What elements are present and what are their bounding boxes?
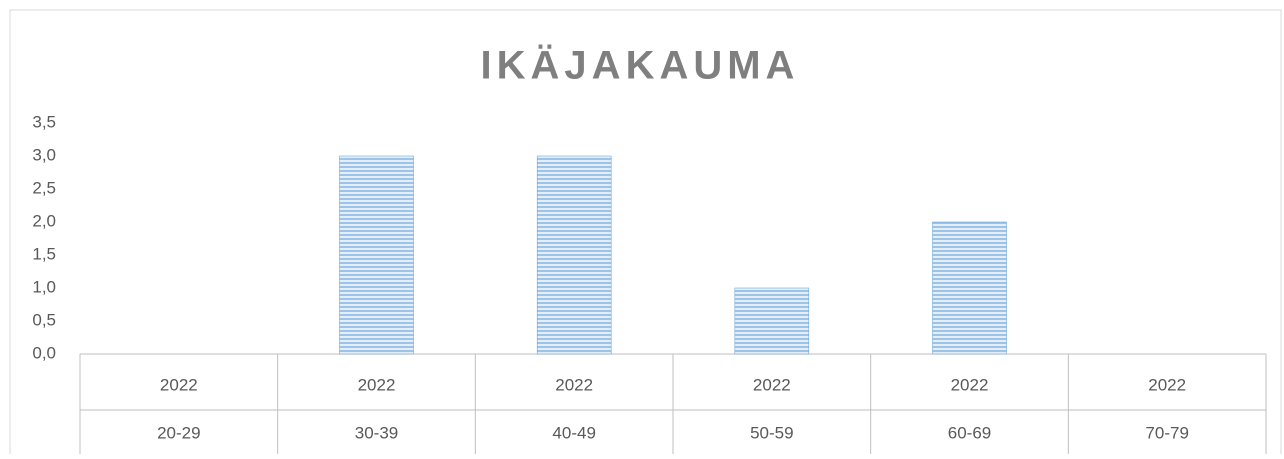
y-tick-label: 3,5: [32, 112, 56, 131]
chart-title: IKÄJAKAUMA: [481, 44, 800, 88]
x-tick-label: 2022: [1148, 375, 1186, 394]
y-tick-label: 1,0: [32, 277, 56, 296]
bar: [734, 287, 810, 355]
x-tick-label: 40-49: [552, 423, 595, 442]
y-tick-label: 2,5: [32, 178, 56, 197]
x-tick-label: 2022: [555, 375, 593, 394]
bar: [932, 221, 1007, 355]
x-tick-label: 2022: [160, 375, 198, 394]
x-tick-label: 2022: [951, 375, 989, 394]
y-tick-label: 2,0: [32, 211, 56, 230]
y-tick-label: 0,5: [32, 310, 56, 329]
chart-border: [9, 9, 1282, 459]
bar: [536, 155, 612, 355]
x-tick-label: 70-79: [1145, 423, 1188, 442]
x-tick-label: 2022: [358, 375, 396, 394]
y-tick-label: 0,0: [32, 343, 56, 362]
x-tick-label: 30-39: [355, 423, 398, 442]
y-tick-label: 3,0: [32, 145, 56, 164]
x-tick-label: 20-29: [157, 423, 200, 442]
x-tick-label: 60-69: [948, 423, 991, 442]
bar: [339, 155, 414, 355]
y-tick-label: 1,5: [32, 244, 56, 263]
x-tick-label: 50-59: [750, 423, 793, 442]
x-tick-label: 2022: [753, 375, 791, 394]
